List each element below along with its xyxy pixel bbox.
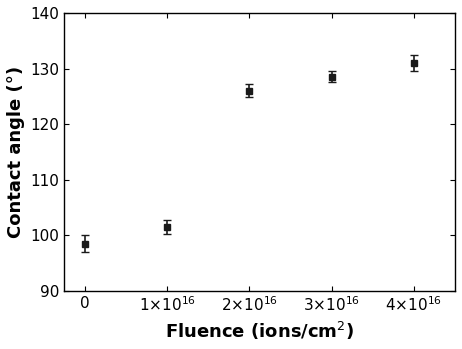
X-axis label: Fluence (ions/cm$^2$): Fluence (ions/cm$^2$)	[165, 320, 354, 342]
Y-axis label: Contact angle (°): Contact angle (°)	[7, 66, 25, 238]
